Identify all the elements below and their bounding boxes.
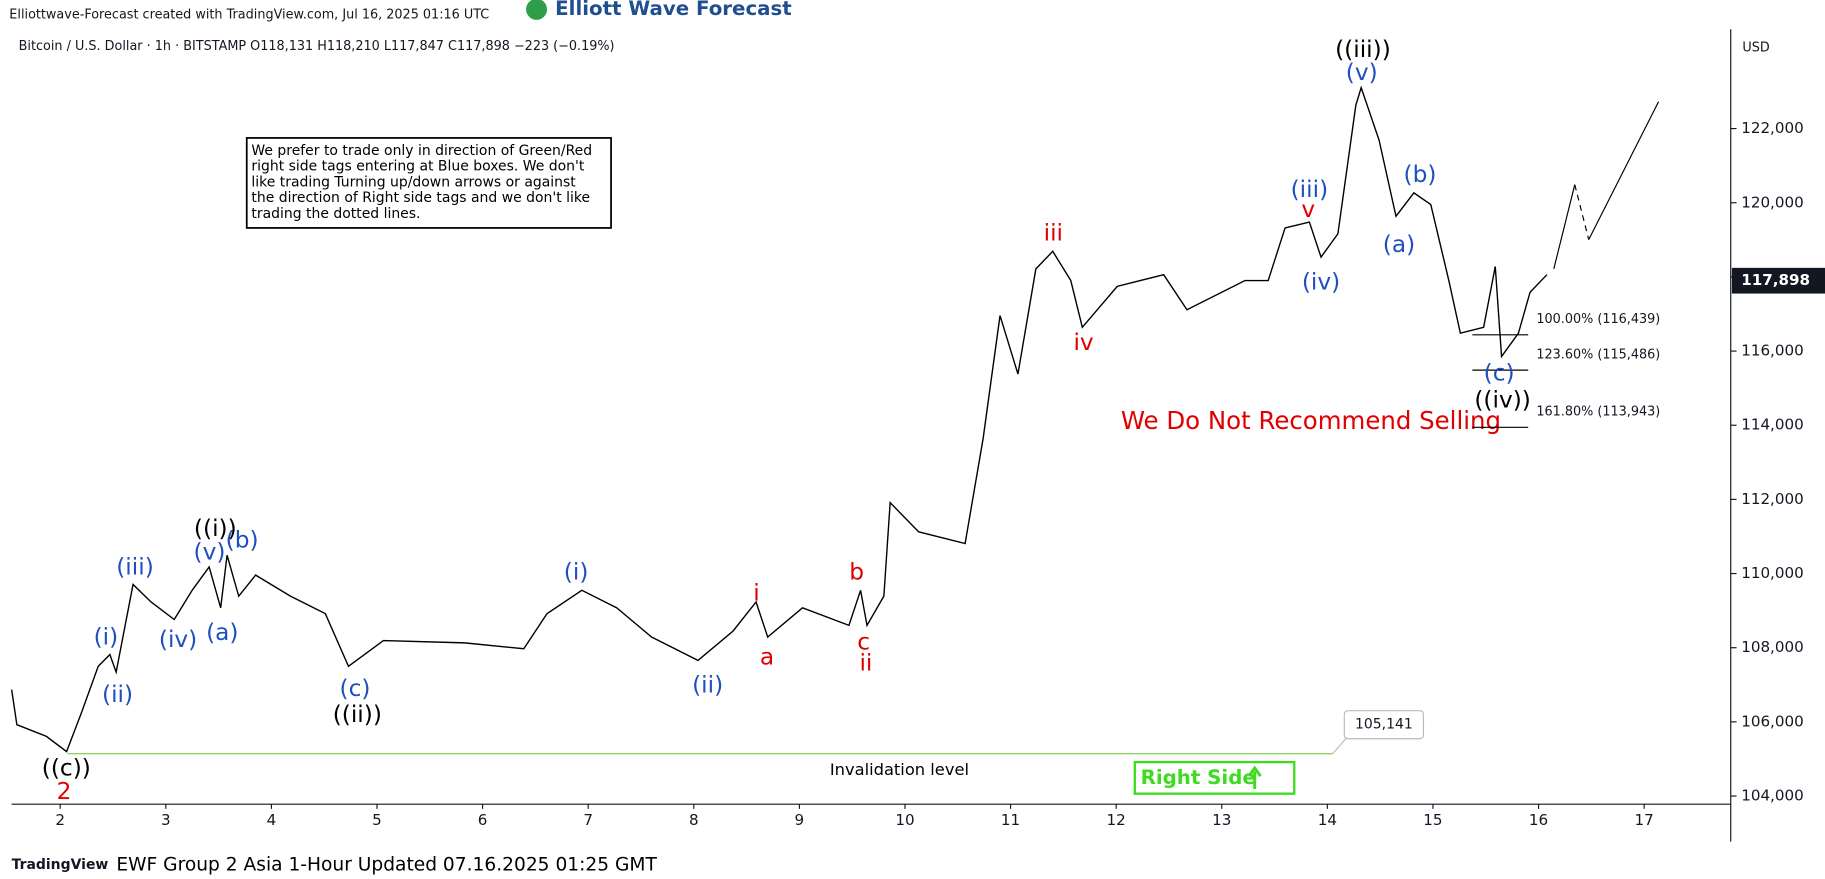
projection [1553,184,1576,269]
x-tick-label: 14 [1318,811,1337,829]
note-line: the direction of Right side tags and we … [251,190,590,206]
logo-icon [526,0,548,20]
note-line: like trading Turning up/down arrows or a… [251,174,576,190]
x-tick-label: 15 [1423,811,1442,829]
wave-label: ii [859,649,872,676]
y-tick-label: 108,000 [1741,638,1804,656]
wave-label: c [857,628,870,655]
wave-label: (a) [1383,231,1415,258]
warning: We Do Not Recommend Selling [1121,406,1501,435]
up-arrow [1247,765,1262,789]
fib-label: 161.80% (113,943) [1536,405,1660,420]
wave-label: (i) [564,558,589,585]
wave-label: (v) [194,538,226,565]
wave-label: (c) [1484,360,1515,387]
wave-label: (ii) [102,681,133,708]
currency: USD [1742,40,1769,55]
x-tick-label: 3 [161,811,171,829]
wave-label: (ii) [692,672,723,699]
note-line: trading the dotted lines. [251,206,420,222]
callout-box [1343,710,1425,740]
price-line [10,85,1548,753]
wave-label: ((c)) [42,755,91,782]
note-line: We prefer to trade only in direction of … [251,143,592,159]
x-tick-label: 12 [1107,811,1126,829]
wave-label: v [1301,196,1315,223]
wave-label: (iv) [1302,268,1340,295]
invalidation-price: 105,141 [1355,717,1413,733]
right-side-box [1133,760,1296,795]
projection [1588,101,1660,240]
wave-label: (a) [206,619,238,646]
y-tick-label: 104,000 [1741,787,1804,805]
wave-label: (iii) [116,554,154,581]
logo: Elliott Wave Forecast [555,0,792,20]
note-box [245,137,612,229]
note-line: right side tags entering at Blue boxes. … [251,159,584,175]
wave-label: iv [1073,329,1093,356]
wave-label: (b) [1403,161,1436,188]
wave-label: (v) [1346,59,1378,86]
fib-label: 100.00% (116,439) [1536,312,1660,327]
y-tick-label: 110,000 [1741,564,1804,582]
y-tick-label: 106,000 [1741,712,1804,730]
wave-label: ((ii)) [333,701,382,728]
x-tick-label: 9 [795,811,805,829]
wave-label: 2 [57,778,72,805]
x-tick-label: 11 [1001,811,1020,829]
wave-label: a [760,644,774,671]
y-tick-label: 112,000 [1741,490,1804,508]
x-tick-label: 13 [1212,811,1231,829]
x-tick-label: 10 [895,811,914,829]
wave-label: ((i)) [194,515,237,542]
x-tick-label: 7 [583,811,593,829]
wave-label: i [753,579,759,606]
wave-label: ((iv)) [1474,386,1531,413]
wave-label: (c) [340,675,371,702]
y-tick-label: 114,000 [1741,416,1804,434]
wave-label: (i) [94,624,119,651]
last-price-tag [1731,267,1825,294]
y-tick-label: 120,000 [1741,193,1804,211]
fib-label: 123.60% (115,486) [1536,347,1660,362]
wave-label: (iv) [159,626,197,653]
wave-label: ((iii)) [1335,36,1391,63]
wave-label: iii [1044,219,1063,246]
footer-caption: EWF Group 2 Asia 1-Hour Updated 07.16.20… [116,854,657,875]
invalidation-text: Invalidation level [830,760,969,779]
wave-label: (iii) [1291,176,1329,203]
callout-leader [1332,736,1349,755]
wave-label: (b) [226,527,259,554]
x-tick-label: 5 [372,811,382,829]
y-tick-label: 122,000 [1741,119,1804,137]
x-tick-label: 17 [1635,811,1654,829]
right-side: Right Side [1141,766,1256,789]
symbol-info: Bitcoin / U.S. Dollar · 1h · BITSTAMP O1… [19,39,615,54]
wave-label: b [849,558,864,585]
x-tick-label: 4 [267,811,277,829]
x-tick-label: 8 [689,811,699,829]
last-price-label: 117,898 [1741,271,1810,289]
x-tick-label: 6 [478,811,488,829]
y-tick-label: 116,000 [1741,342,1804,360]
x-tick-label: 16 [1529,811,1548,829]
projection-dashed [1574,184,1590,240]
credit: Elliottwave-Forecast created with Tradin… [9,8,489,23]
x-tick-label: 2 [55,811,65,829]
footer-brand: TradingView [12,857,109,873]
